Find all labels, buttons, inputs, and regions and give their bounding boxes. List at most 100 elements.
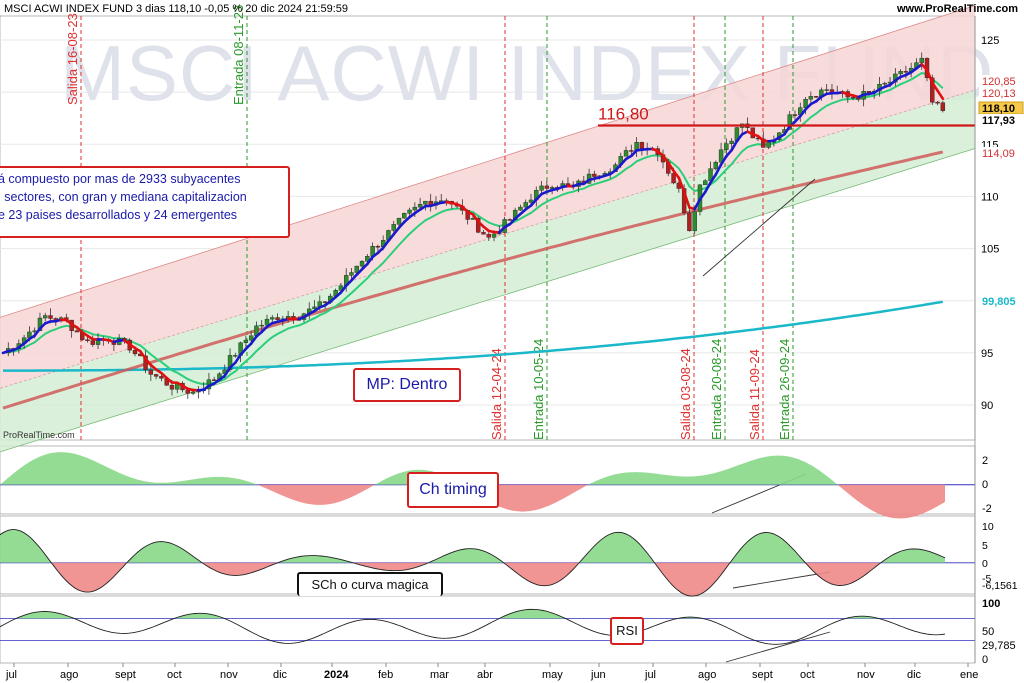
price-badge [979,75,1023,87]
rsi-tick-label: 100 [982,598,1000,610]
rsi-tick-label: 0 [982,654,988,666]
candle-body [90,340,95,345]
candle-body [270,317,275,320]
level-label: 116,80 [598,105,649,124]
price-badge [979,147,1023,159]
price-badge-label: 99,805 [982,296,1016,308]
x-tick-label: oct [167,669,182,681]
signal-label: Entrada 26-09-24 [777,339,792,440]
osc2-tick-label: 5 [982,540,988,552]
candle-body [264,318,270,326]
signal-label: Salida 03-08-24 [678,348,693,440]
oscillator-positive-area [0,452,945,485]
fast-ma-segment [677,176,686,194]
candle-body [639,142,645,149]
candle-body [507,219,513,221]
rsi-tick-label: 29,785 [982,640,1016,652]
candle-body [729,140,734,144]
candle-body [592,173,597,177]
x-tick-label: oct [800,669,815,681]
price-badge-label: 117,93 [982,115,1015,127]
x-tick-label: dic [907,669,922,681]
candle-body [829,89,835,93]
candle-body [190,391,196,394]
candle-body [518,206,523,211]
x-tick-label: dic [273,669,288,681]
candle-body [486,234,491,238]
candle-body [259,324,264,327]
candle-body [491,233,497,238]
fast-ma-segment [397,220,406,230]
oscillator-negative-area [0,562,945,597]
candle-body [539,185,544,191]
candle-body [671,173,676,184]
fast-ma-segment [392,226,401,236]
osc2-tick-label: -5 [982,573,991,585]
rsi-line [0,608,946,645]
candle-body [481,232,486,235]
candle-body [935,101,940,104]
candle-body [903,71,909,73]
x-tick-label: 2024 [324,669,349,681]
main-price-panel: 116,80 [1,52,975,663]
candle-body [549,187,555,189]
description-line: l sectores, con gran y mediana capitaliz… [0,190,247,204]
candle-body [359,261,365,267]
candle-body [312,306,317,310]
candle-body [687,212,692,232]
candle-body [402,213,407,219]
x-tick-label: jun [590,669,606,681]
osc1-tick-label: 2 [982,455,988,467]
fast-ma-segment [33,327,42,337]
fast-ma-segment [529,198,538,207]
candle-body [349,272,354,276]
candle-body [882,82,887,85]
ch-timing-label: Ch timing [407,472,499,508]
candle-body [766,141,771,148]
fast-ma-segment [735,132,744,143]
fast-ma-segment [936,89,945,100]
candle-body [703,180,708,186]
fast-ma-segment [387,232,396,243]
chart-title: MSCI ACWI INDEX FUND 3 dias 118,10 -0,05… [4,3,349,15]
candle-body [153,374,159,377]
x-tick-label: sept [115,669,136,681]
channel-bottom-line [0,148,976,453]
x-tick-label: jul [644,669,656,681]
candle-body [48,315,53,319]
candle-body [169,384,175,390]
x-tick-label: mar [430,669,449,681]
candle-body [375,246,381,248]
signal-label: Salida 12-04-24 [489,348,504,440]
candle-body [148,369,154,375]
y-tick-label: 110 [981,191,999,203]
panel-frame [0,595,976,664]
site-url[interactable]: www.ProRealTime.com [896,3,1018,15]
description-line: á compuesto por mas de 2933 subyacentes [0,172,241,186]
candle-body [787,114,792,130]
candle-body [940,102,946,111]
osc1-tick-label: -2 [982,503,992,515]
candle-body [544,185,550,189]
fast-ma-segment [366,255,374,266]
candle-body [919,57,924,63]
candle-body [391,224,396,231]
fast-ma-segment [714,163,723,176]
signal-label: Entrada 08-11-23 [231,5,246,105]
fast-ma-segment [693,198,702,211]
x-tick-label: nov [220,669,238,681]
oscillator-line [0,529,946,597]
signal-label: Entrada 10-05-24 [531,339,546,440]
x-tick-label: jul [5,669,17,681]
candle-body [824,89,829,91]
candle-body [74,330,80,333]
candle-body [233,355,238,357]
description-box: á compuesto por mas de 2933 subyacentes … [0,166,290,238]
price-badge [979,295,1023,307]
x-tick-label: abr [477,669,493,681]
fast-ma-segment [930,81,939,92]
signal-label: Salida 11-09-24 [747,349,762,440]
price-badge-label: 120,85 [982,76,1016,88]
fast-ma-segment [925,68,934,84]
